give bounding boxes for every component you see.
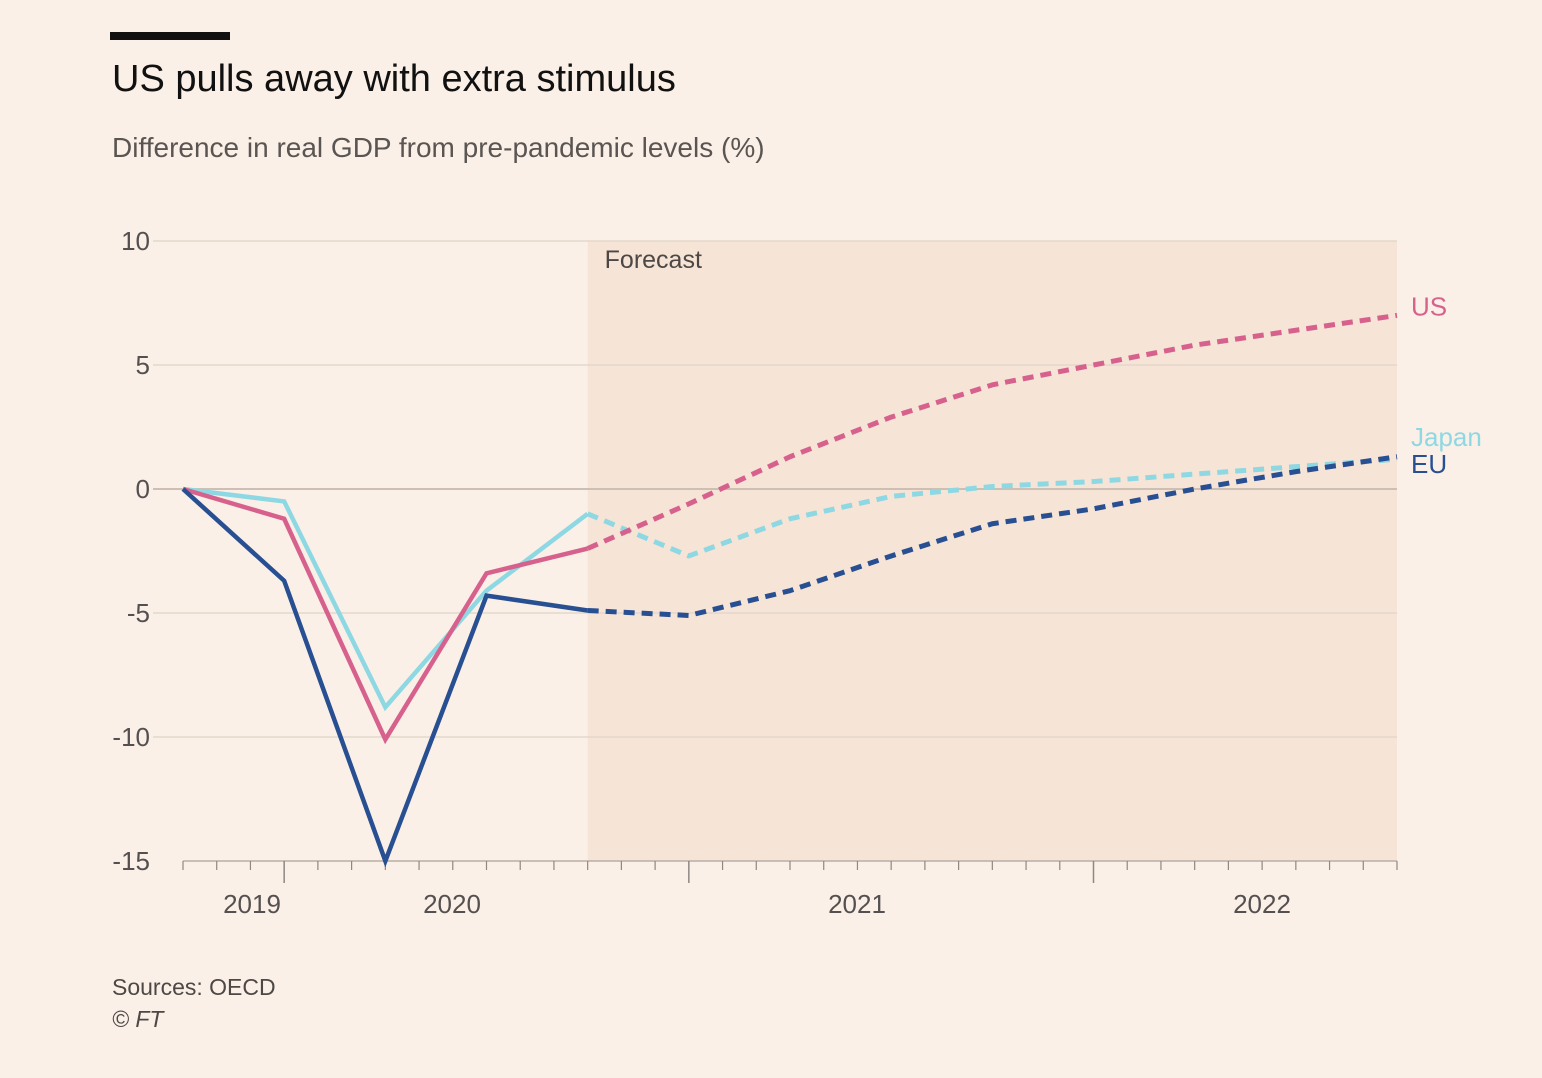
y-tick-label: 0 <box>136 474 150 504</box>
y-tick-label: -15 <box>112 846 150 876</box>
x-year-label: 2020 <box>423 889 481 919</box>
x-year-label: 2021 <box>828 889 886 919</box>
series-line-us-forecast <box>586 312 1398 551</box>
forecast-label: Forecast <box>605 246 702 274</box>
y-tick-label: -10 <box>112 722 150 752</box>
chart-title: US pulls away with extra stimulus <box>112 58 676 100</box>
series-label-eu: EU <box>1411 449 1447 479</box>
y-tick-label: -5 <box>127 598 150 628</box>
source-note: Sources: OECD <box>112 974 276 1000</box>
series-line-us-actual <box>182 486 589 745</box>
series-line-japan-actual <box>182 486 590 712</box>
forecast-region <box>587 241 1397 861</box>
y-tick-label: 10 <box>121 226 150 256</box>
chart-subtitle: Difference in real GDP from pre-pandemic… <box>112 132 765 163</box>
series-label-japan: Japan <box>1411 422 1482 452</box>
series-line-eu-forecast <box>587 454 1398 618</box>
series-line-eu-actual <box>181 487 588 868</box>
x-year-label: 2019 <box>223 889 281 919</box>
copyright-note: © FT <box>112 1006 164 1032</box>
title-accent-bar <box>110 32 230 40</box>
x-year-label: 2022 <box>1233 889 1291 919</box>
y-tick-label: 5 <box>136 350 150 380</box>
series-line-japan-forecast <box>586 456 1398 559</box>
series-label-us: US <box>1411 291 1447 321</box>
